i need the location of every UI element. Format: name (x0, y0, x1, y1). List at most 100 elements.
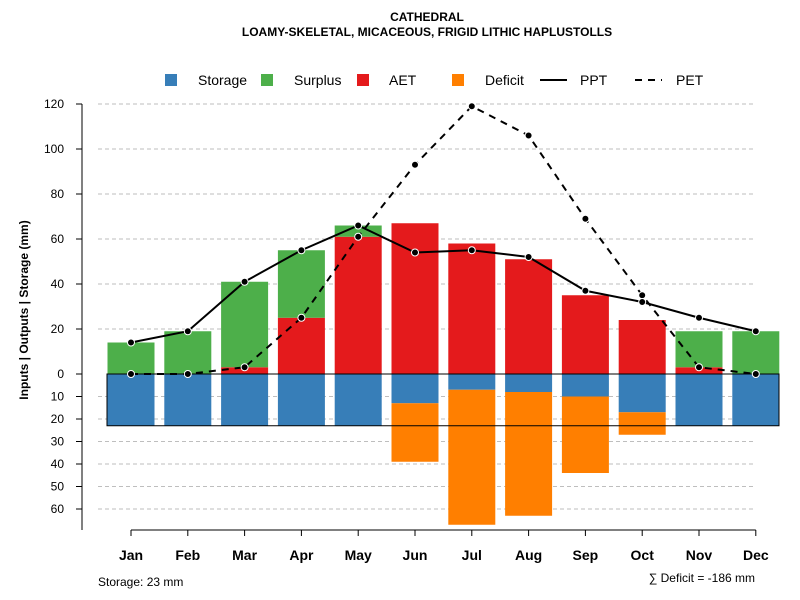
legend-swatch-aet (357, 74, 369, 86)
ppt-point (751, 327, 760, 336)
aet-bar (334, 236, 382, 374)
y-tick-label: 100 (44, 142, 64, 156)
aet-bar (505, 259, 553, 374)
storage-bar (391, 374, 439, 404)
y-tick-label: 30 (51, 435, 65, 449)
ppt-point (240, 277, 249, 286)
y-tick-label: 60 (51, 502, 65, 516)
x-tick-label: Oct (631, 547, 655, 563)
aet-bar (618, 320, 666, 374)
storage-bar (448, 374, 496, 390)
ppt-point (695, 313, 703, 322)
ppt-point (127, 338, 135, 347)
x-tick-label: Jul (462, 547, 482, 563)
legend-label-pet: PET (676, 72, 704, 88)
surplus-bar (732, 331, 780, 374)
pet-point (524, 131, 533, 140)
storage-bar (334, 374, 382, 426)
y-tick-label: 50 (51, 480, 65, 494)
lines (127, 102, 760, 378)
chart-subtitle: LOAMY-SKELETAL, MICACEOUS, FRIGID LITHIC… (242, 25, 612, 39)
axes: 120 100 80 60 40 20 0 10 20 30 40 50 60 Jan Feb Mar Apr M… (44, 97, 769, 563)
x-tick-label: Jan (119, 547, 143, 563)
storage-bar (675, 374, 723, 426)
surplus-bar (164, 331, 212, 374)
ppt-point (354, 221, 363, 230)
bars (106, 223, 780, 525)
storage-bar (505, 374, 553, 392)
y-tick-label: 20 (51, 412, 65, 426)
legend: Storage Surplus AET Deficit PPT PET (165, 72, 704, 88)
surplus-bar (221, 281, 269, 368)
pet-point (411, 160, 419, 169)
deficit-bar (391, 403, 439, 462)
y-tick-label: 80 (51, 187, 65, 201)
x-tick-label: Mar (232, 547, 257, 563)
legend-label-aet: AET (389, 72, 417, 88)
y-tick-label: 10 (51, 390, 65, 404)
surplus-bar (675, 331, 723, 368)
deficit-footnote: ∑ Deficit = -186 mm (649, 571, 755, 585)
ppt-point (411, 248, 419, 257)
aet-bar (277, 317, 325, 374)
legend-label-ppt: PPT (580, 72, 608, 88)
x-tick-label: Nov (686, 547, 713, 563)
pet-point (695, 363, 703, 372)
y-tick-label: 20 (51, 322, 65, 336)
aet-bar (561, 295, 609, 374)
storage-bar (561, 374, 609, 397)
x-tick-label: Feb (175, 547, 200, 563)
y-tick-label: 40 (51, 457, 65, 471)
x-tick-label: Sep (573, 547, 599, 563)
ppt-line (130, 224, 757, 344)
deficit-bar (618, 412, 666, 435)
pet-point (127, 370, 135, 378)
storage-footnote: Storage: 23 mm (98, 575, 183, 589)
legend-swatch-deficit (452, 74, 464, 86)
x-tick-label: May (345, 547, 372, 563)
surplus-bar (107, 342, 155, 374)
pet-point (240, 363, 249, 372)
pet-point (354, 232, 363, 241)
pet-point (183, 370, 192, 378)
pet-point (297, 313, 306, 322)
ppt-point (183, 327, 192, 336)
legend-swatch-storage (165, 74, 177, 86)
pet-point (638, 291, 647, 300)
y-tick-label: 60 (51, 232, 65, 246)
storage-bar (221, 374, 269, 426)
x-tick-label: Jun (403, 547, 428, 563)
y-tick-label: 120 (44, 97, 64, 111)
y-axis-label: Inputs | Outputs | Storage (mm) (17, 220, 31, 399)
ppt-point (467, 246, 476, 255)
storage-bar (732, 374, 780, 426)
storage-bar (107, 374, 155, 426)
legend-label-surplus: Surplus (294, 72, 341, 88)
pet-point (581, 214, 590, 223)
ppt-point (638, 298, 647, 306)
x-tick-label: Aug (515, 547, 542, 563)
ppt-point (581, 286, 590, 295)
deficit-bar (561, 396, 609, 473)
legend-label-storage: Storage (198, 72, 247, 88)
legend-swatch-surplus (261, 74, 273, 86)
storage-bar (277, 374, 325, 426)
deficit-bar (448, 389, 496, 525)
legend-label-deficit: Deficit (485, 72, 524, 88)
storage-bar (618, 374, 666, 413)
surplus-bar (277, 250, 325, 318)
ppt-point (297, 246, 306, 255)
ppt-point (524, 253, 533, 261)
x-tick-label: Apr (289, 547, 314, 563)
x-tick-label: Dec (743, 547, 769, 563)
aet-bar (448, 243, 496, 374)
aet-bar (391, 223, 439, 374)
storage-bar (164, 374, 212, 426)
y-tick-label: 0 (57, 367, 64, 381)
chart-title: CATHEDRAL (390, 10, 464, 24)
pet-point (751, 370, 760, 378)
y-tick-label: 40 (51, 277, 65, 291)
pet-line (131, 105, 756, 375)
surplus-bar (334, 225, 382, 237)
